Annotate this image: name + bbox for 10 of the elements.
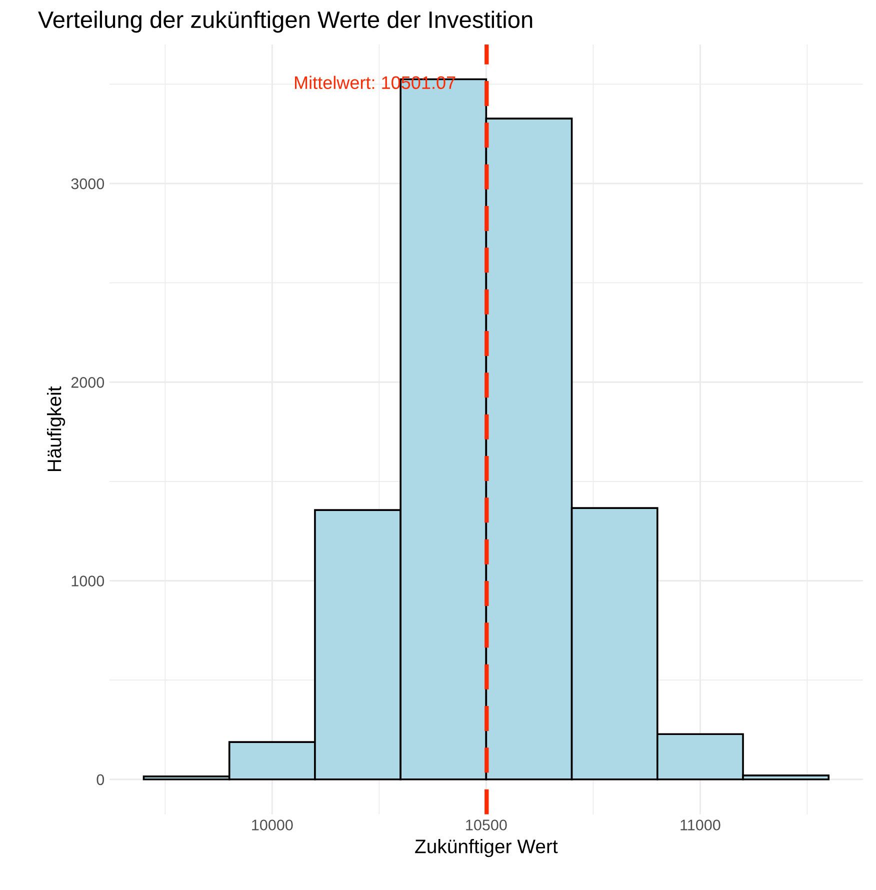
y-tick-label: 3000 <box>71 178 104 190</box>
y-tick-label: 1000 <box>72 576 104 586</box>
y-tick-label: 2000 <box>71 377 104 388</box>
y-tick-label: 0 <box>96 774 104 786</box>
x-tick-label: 10500 <box>466 820 507 830</box>
chart-title: Verteilung der zukünftigen Werte der Investition <box>38 10 532 33</box>
x-axis-title: Zukünftiger Wert <box>415 839 558 858</box>
x-tick-label: 11000 <box>680 820 720 830</box>
y-axis-title: Häufigkeit <box>46 386 66 472</box>
x-tick-label: 10000 <box>252 820 293 830</box>
